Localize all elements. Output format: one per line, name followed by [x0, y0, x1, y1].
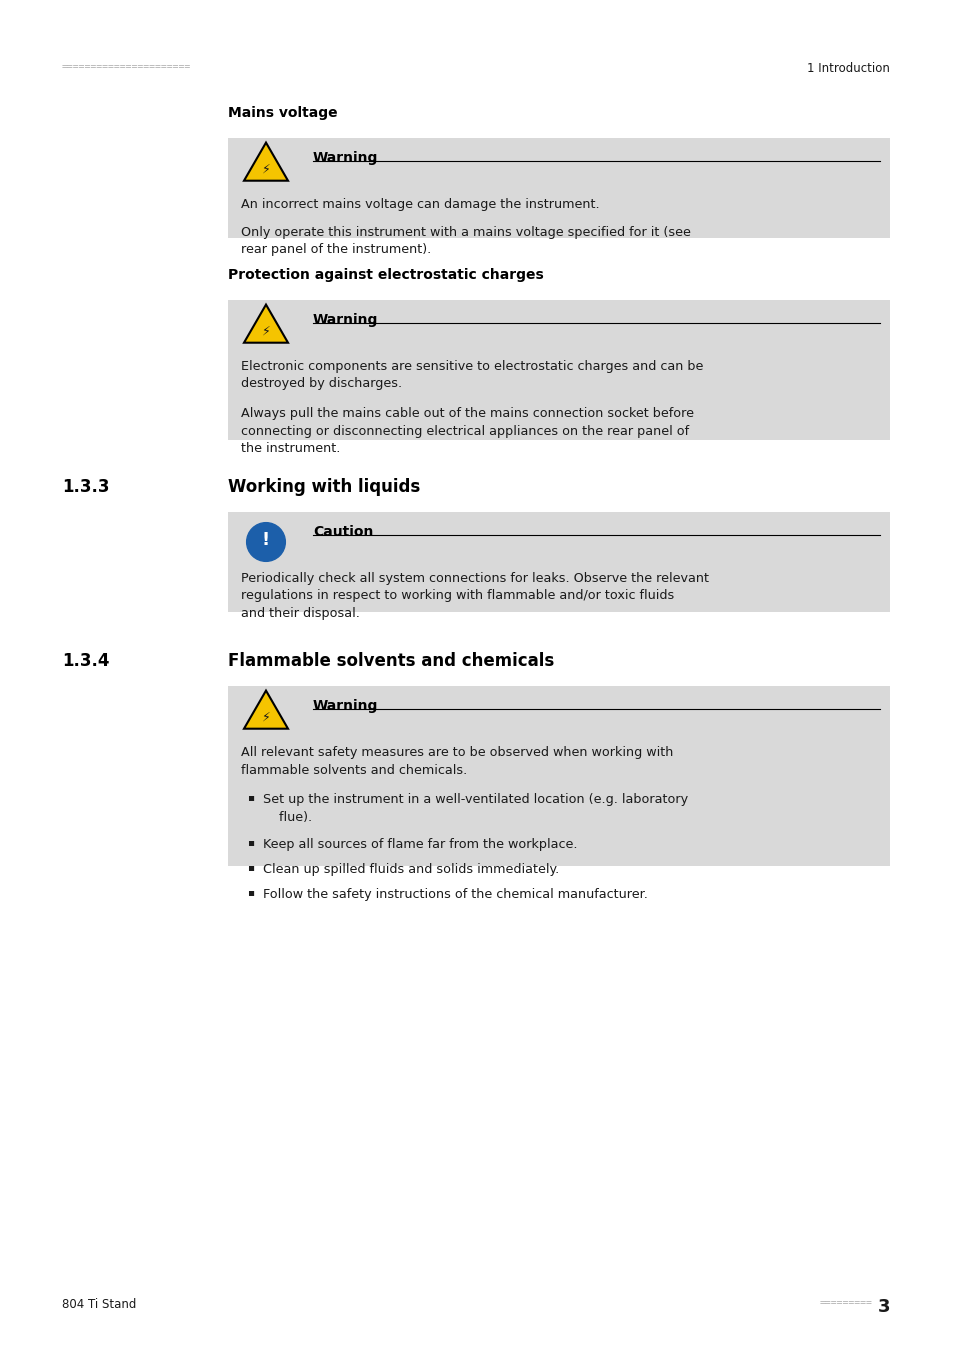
Text: ⚡: ⚡ — [261, 162, 270, 176]
Text: ▪: ▪ — [247, 887, 253, 896]
Text: An incorrect mains voltage can damage the instrument.: An incorrect mains voltage can damage th… — [241, 198, 599, 211]
Polygon shape — [244, 305, 288, 343]
Text: 1 Introduction: 1 Introduction — [806, 62, 889, 76]
Text: 1.3.4: 1.3.4 — [62, 652, 110, 670]
Text: !: ! — [262, 531, 270, 549]
Text: All relevant safety measures are to be observed when working with
flammable solv: All relevant safety measures are to be o… — [241, 747, 673, 776]
FancyBboxPatch shape — [228, 686, 889, 865]
Text: Clean up spilled fluids and solids immediately.: Clean up spilled fluids and solids immed… — [263, 863, 558, 876]
Text: Follow the safety instructions of the chemical manufacturer.: Follow the safety instructions of the ch… — [263, 888, 647, 900]
Text: Electronic components are sensitive to electrostatic charges and can be
destroye: Electronic components are sensitive to e… — [241, 360, 702, 390]
Text: Mains voltage: Mains voltage — [228, 107, 337, 120]
FancyBboxPatch shape — [228, 138, 889, 238]
Text: 3: 3 — [877, 1297, 889, 1316]
Text: Flammable solvents and chemicals: Flammable solvents and chemicals — [228, 652, 554, 670]
Text: 804 Ti Stand: 804 Ti Stand — [62, 1297, 136, 1311]
Text: ======================: ====================== — [62, 62, 191, 72]
Text: ▪: ▪ — [247, 837, 253, 846]
Text: Keep all sources of flame far from the workplace.: Keep all sources of flame far from the w… — [263, 838, 577, 850]
Polygon shape — [244, 143, 288, 181]
Text: ⚡: ⚡ — [261, 710, 270, 724]
Text: Working with liquids: Working with liquids — [228, 478, 420, 495]
Text: ▪: ▪ — [247, 792, 253, 802]
Text: ⚡: ⚡ — [261, 324, 270, 338]
Text: ▪: ▪ — [247, 863, 253, 872]
Circle shape — [247, 522, 285, 562]
Text: Only operate this instrument with a mains voltage specified for it (see
rear pan: Only operate this instrument with a main… — [241, 225, 690, 256]
Polygon shape — [244, 691, 288, 729]
Text: Warning: Warning — [313, 151, 378, 165]
Text: Warning: Warning — [313, 699, 378, 713]
Text: Protection against electrostatic charges: Protection against electrostatic charges — [228, 269, 543, 282]
FancyBboxPatch shape — [228, 512, 889, 612]
Text: Warning: Warning — [313, 313, 378, 327]
Text: Set up the instrument in a well-ventilated location (e.g. laboratory
    flue).: Set up the instrument in a well-ventilat… — [263, 794, 687, 824]
FancyBboxPatch shape — [228, 300, 889, 440]
Text: =========: ========= — [819, 1297, 871, 1308]
Text: Always pull the mains cable out of the mains connection socket before
connecting: Always pull the mains cable out of the m… — [241, 408, 693, 455]
Text: 1.3.3: 1.3.3 — [62, 478, 110, 495]
Text: Periodically check all system connections for leaks. Observe the relevant
regula: Periodically check all system connection… — [241, 572, 708, 620]
Text: Caution: Caution — [313, 525, 373, 539]
